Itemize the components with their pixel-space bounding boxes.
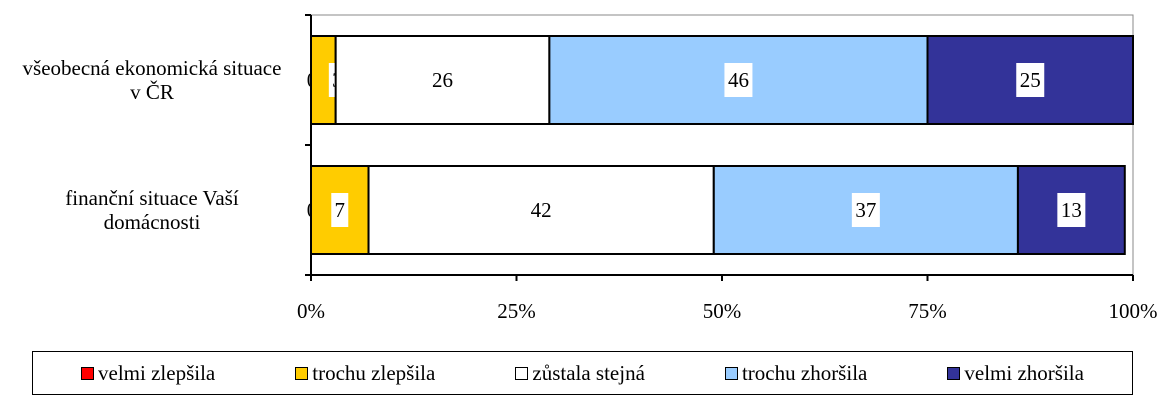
stacked-bar-chart: 0326462507423713všeobecná ekonomická sit… xyxy=(23,14,1158,323)
legend-item-trochu-zlepsila: trochu zlepšila xyxy=(295,361,435,386)
legend-label: trochu zhoršila xyxy=(741,360,868,385)
x-tick-label: 50% xyxy=(703,299,742,323)
legend-label: velmi zlepšila xyxy=(98,360,216,385)
legend-swatch-velmi-zlepsila xyxy=(81,366,95,380)
data-label: 37 xyxy=(855,198,876,222)
x-tick-label: 0% xyxy=(297,299,325,323)
data-label-background xyxy=(851,193,880,227)
legend-swatch-trochu-zhorsila xyxy=(724,366,738,380)
legend-label: zůstala stejná xyxy=(532,360,645,385)
category-label: finanční situace Vaší xyxy=(65,186,239,210)
legend-swatch-trochu-zlepsila xyxy=(295,366,309,380)
legend-item-velmi-zlepsila: velmi zlepšila xyxy=(81,361,215,386)
x-tick-label: 100% xyxy=(1109,299,1158,323)
x-tick-label: 25% xyxy=(497,299,536,323)
legend-label: trochu zlepšila xyxy=(312,360,436,385)
legend-item-velmi-zhorsila: velmi zhoršila xyxy=(947,361,1084,386)
data-label-background xyxy=(724,63,753,97)
data-label-background xyxy=(1016,63,1045,97)
bar-segment xyxy=(334,35,551,125)
data-label: 7 xyxy=(335,198,346,222)
data-label: 25 xyxy=(1020,68,1041,92)
plot-area-border xyxy=(311,14,1134,275)
data-label: 13 xyxy=(1061,198,1082,222)
data-label: 46 xyxy=(728,68,749,92)
legend-item-trochu-zhorsila: trochu zhoršila xyxy=(724,360,868,386)
x-tick-label: 75% xyxy=(908,299,947,323)
legend-item-zustala-stejna: zůstala stejná xyxy=(515,361,645,386)
category-label: všeobecná ekonomická situace xyxy=(23,56,282,80)
category-label: v ČR xyxy=(130,80,174,104)
data-label: 42 xyxy=(531,198,552,222)
category-label: domácnosti xyxy=(104,210,201,234)
data-label: 26 xyxy=(432,68,453,92)
data-label-background xyxy=(331,193,349,227)
legend-label: velmi zhoršila xyxy=(964,360,1084,385)
legend-swatch-zustala-stejna xyxy=(515,366,529,380)
legend: velmi zlepšila trochu zlepšila zůstala s… xyxy=(32,351,1133,395)
bar-segment xyxy=(367,165,715,255)
data-label-background xyxy=(1057,193,1086,227)
legend-swatch-velmi-zhorsila xyxy=(947,366,961,380)
